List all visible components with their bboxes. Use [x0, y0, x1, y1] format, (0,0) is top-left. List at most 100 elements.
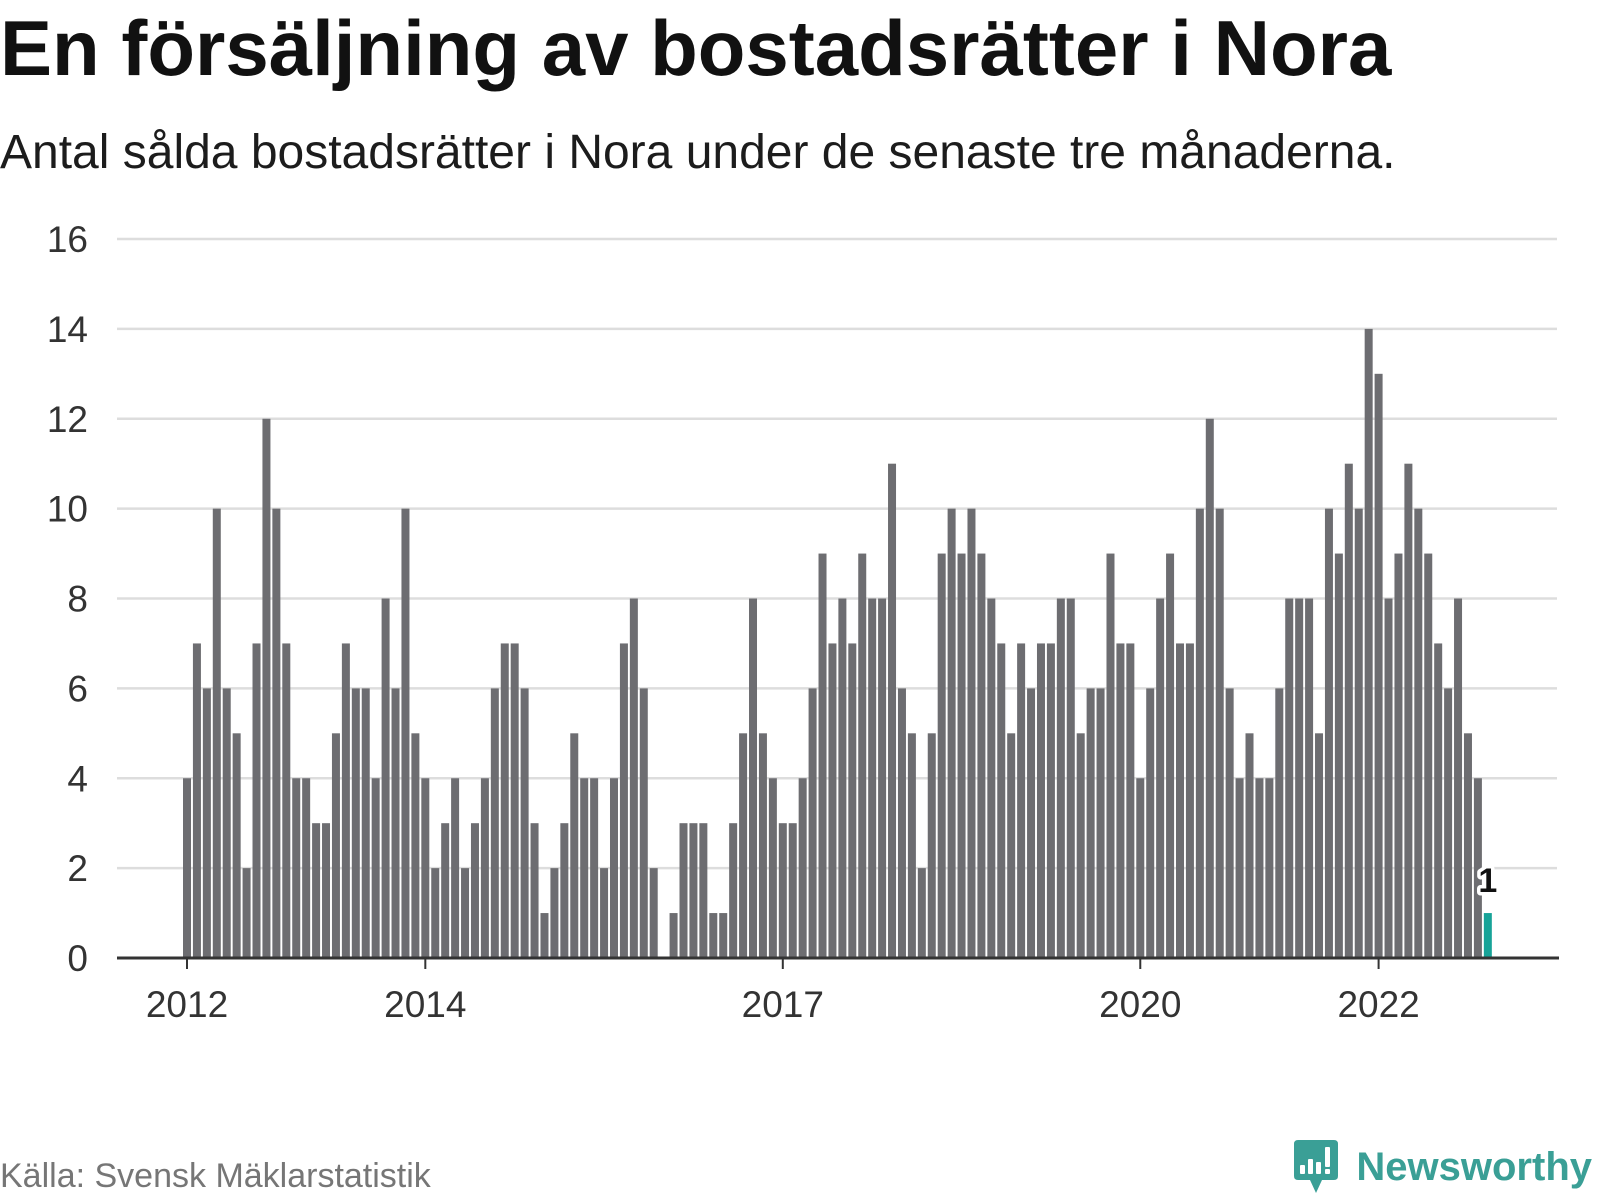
- bar: [1384, 598, 1393, 958]
- bar: [421, 778, 430, 958]
- bar: [1454, 598, 1463, 958]
- bar: [699, 823, 708, 958]
- bar: [1364, 328, 1373, 959]
- y-tick-label: 10: [47, 489, 88, 530]
- bar: [480, 778, 489, 958]
- bar: [1344, 463, 1353, 958]
- bar: [838, 598, 847, 958]
- bar: [749, 598, 758, 958]
- y-tick-label: 0: [67, 938, 88, 979]
- bar: [1116, 643, 1125, 958]
- bar: [550, 868, 559, 959]
- x-tick-label: 2012: [146, 984, 228, 1025]
- bar: [312, 823, 321, 958]
- bar: [252, 643, 261, 958]
- bar: [639, 688, 648, 959]
- bar: [391, 688, 400, 959]
- bar: [411, 733, 420, 958]
- bar: [500, 643, 509, 958]
- bar: [1265, 778, 1274, 958]
- bar: [510, 643, 519, 958]
- bar: [937, 553, 946, 958]
- bar: [461, 868, 470, 959]
- bar: [1195, 508, 1204, 959]
- bar: [739, 733, 748, 958]
- bar: [242, 868, 251, 959]
- bar: [1334, 553, 1343, 958]
- bar: [451, 778, 460, 958]
- bar: [1176, 643, 1184, 958]
- bar: [590, 778, 599, 958]
- y-tick-label: 6: [67, 668, 88, 709]
- icon-bar: [1325, 1147, 1331, 1167]
- bar: [341, 643, 350, 958]
- x-tick-label: 2020: [1099, 984, 1181, 1025]
- bar: [441, 823, 450, 958]
- x-tick-label: 2022: [1337, 984, 1419, 1025]
- bar: [1305, 598, 1314, 958]
- bar: [331, 733, 340, 958]
- bar: [669, 913, 678, 958]
- icon-dot: [1325, 1169, 1331, 1174]
- bar: [1126, 643, 1135, 958]
- bar: [987, 598, 996, 958]
- bar: [1434, 643, 1443, 958]
- logo-text: Newsworthy: [1356, 1145, 1592, 1189]
- bar: [1463, 733, 1472, 958]
- bar: [1374, 373, 1383, 958]
- bar: [570, 733, 579, 958]
- bar: [768, 778, 777, 958]
- source-note: Källa: Svensk Mäklarstatistik: [0, 1157, 431, 1195]
- chart-title: En försäljning av bostadsrätter i Nora: [0, 4, 1392, 92]
- bar: [490, 688, 499, 959]
- bar: [1394, 553, 1403, 958]
- bar: [1275, 688, 1284, 959]
- bar: [292, 778, 301, 958]
- data-label: 1: [1478, 862, 1497, 900]
- bar: [232, 733, 241, 958]
- bar: [272, 508, 281, 959]
- bar: [371, 778, 380, 958]
- bar: [1056, 598, 1065, 958]
- bar: [401, 508, 410, 959]
- icon-bar: [1308, 1159, 1314, 1174]
- bar: [1007, 733, 1016, 958]
- bar: [619, 643, 628, 958]
- bar: [183, 778, 191, 958]
- bar: [758, 733, 767, 958]
- bar: [351, 688, 360, 959]
- bars: [183, 328, 1492, 959]
- bar-chart: 0 2 4 6 8 10 12 14 16 2012 2014 2017 2020 2022 1: [47, 219, 1559, 1025]
- bar: [997, 643, 1006, 958]
- bar: [1324, 508, 1333, 959]
- bar: [1473, 778, 1482, 958]
- bar: [1046, 643, 1055, 958]
- bar: [967, 508, 976, 959]
- y-tick-label: 14: [47, 309, 88, 350]
- x-tick-label: 2017: [742, 984, 824, 1025]
- bar: [798, 778, 807, 958]
- bar: [957, 553, 966, 958]
- bar: [1106, 553, 1115, 958]
- bar: [808, 688, 817, 959]
- bar: [1166, 553, 1175, 958]
- bar: [580, 778, 589, 958]
- bar: [609, 778, 618, 958]
- bar: [431, 868, 440, 959]
- icon-bar: [1316, 1162, 1322, 1174]
- bar: [649, 868, 658, 959]
- bar: [1146, 688, 1155, 959]
- bar: [282, 643, 291, 958]
- bar: [1225, 688, 1234, 959]
- bar: [1285, 598, 1294, 958]
- bar: [1027, 688, 1036, 959]
- bar: [977, 553, 986, 958]
- bar: [828, 643, 837, 958]
- bar: [818, 553, 827, 958]
- newsworthy-logo: Newsworthy: [1292, 1138, 1592, 1196]
- bar: [917, 868, 926, 959]
- bar: [858, 553, 867, 958]
- bar: [1414, 508, 1423, 959]
- bar: [322, 823, 331, 958]
- bar: [1255, 778, 1264, 958]
